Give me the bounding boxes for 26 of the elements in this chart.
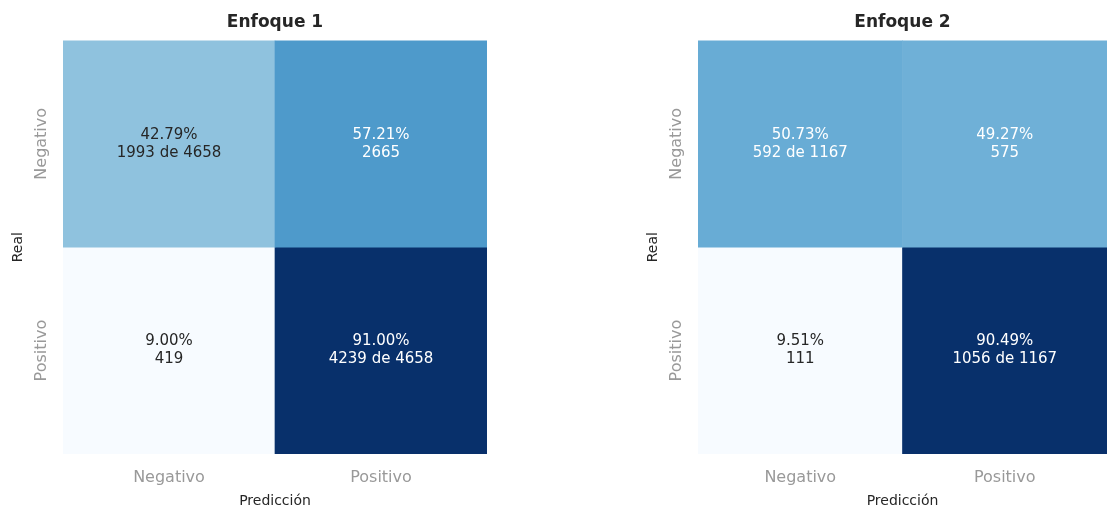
x-tick-label: Negativo	[133, 466, 205, 486]
data-label: 42.79%	[140, 124, 198, 143]
x-tick-label: Negativo	[764, 466, 837, 486]
annotation: 4239 de 4658	[328, 349, 434, 368]
x-axis-title: Predicción	[239, 492, 311, 509]
chart-title: Enfoque 1	[226, 10, 324, 31]
annotation: 1993 de 4658	[116, 142, 222, 161]
y-axis-title: Real	[643, 232, 660, 263]
annotation: 2665	[361, 142, 401, 161]
data-label: 57.21%	[352, 124, 410, 143]
x-axis-title: Predicción	[866, 492, 939, 509]
data-label: 49.27%	[976, 124, 1034, 143]
data-label: 9.51%	[776, 331, 825, 350]
annotation: 419	[154, 349, 184, 368]
data-label: 90.49%	[976, 331, 1034, 350]
annotation: 592 de 1167	[752, 142, 848, 161]
data-label: 91.00%	[352, 331, 410, 350]
annotation: 1056 de 1167	[952, 349, 1058, 368]
data-label: 9.00%	[145, 331, 193, 350]
annotation: 575	[990, 142, 1020, 161]
x-tick-label: Positivo	[973, 466, 1036, 486]
chart-title: Enfoque 2	[854, 10, 951, 31]
data-label: 50.73%	[771, 124, 829, 143]
annotation: 111	[785, 349, 815, 368]
y-axis-title: Real	[8, 232, 25, 263]
x-tick-label: Positivo	[350, 466, 412, 486]
